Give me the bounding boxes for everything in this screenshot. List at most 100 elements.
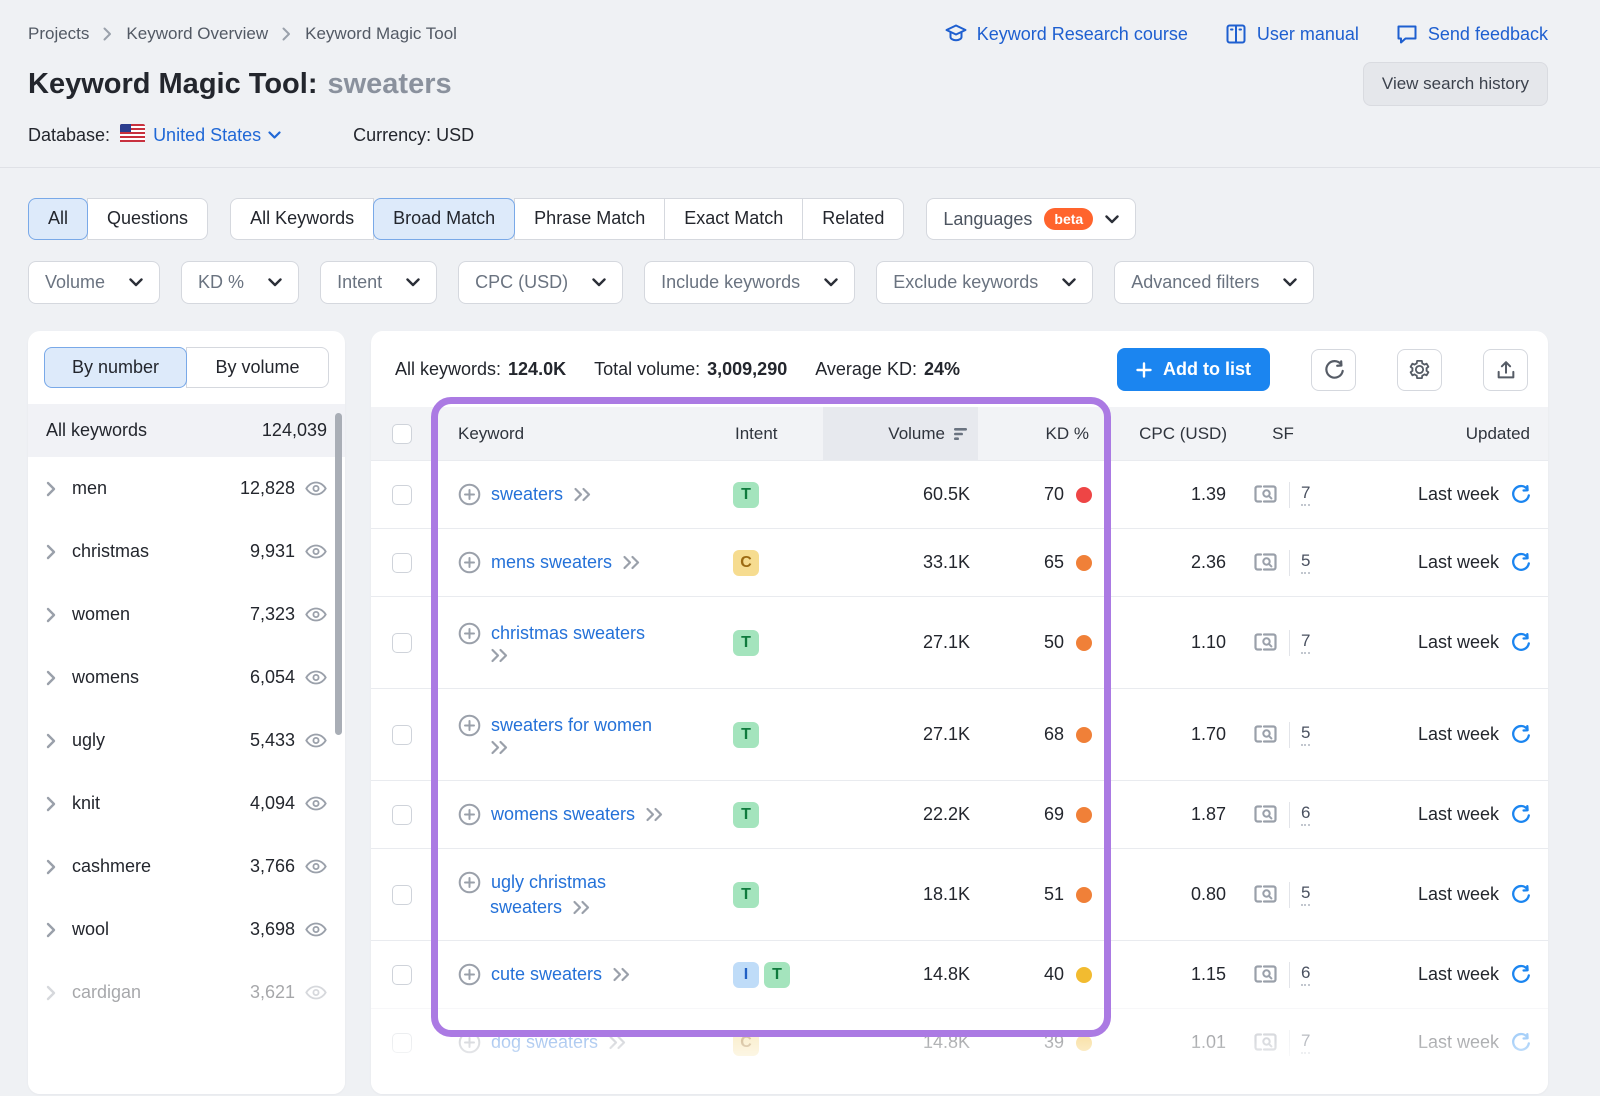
tab-questions[interactable]: Questions <box>87 198 209 240</box>
toggle-by-volume[interactable]: By volume <box>186 347 329 388</box>
refresh-metrics-icon[interactable] <box>1510 1032 1531 1053</box>
refresh-metrics-icon[interactable] <box>1510 884 1531 905</box>
add-keyword-icon[interactable] <box>458 871 481 894</box>
column-header-kd[interactable]: KD % <box>1045 423 1089 443</box>
sf-value[interactable]: 5 <box>1301 551 1311 574</box>
add-keyword-icon[interactable] <box>458 1031 481 1054</box>
keyword-group-item[interactable]: men 12,828 <box>28 457 345 520</box>
column-header-cpc[interactable]: CPC (USD) <box>1139 423 1227 443</box>
keyword-link[interactable]: mens sweaters <box>491 552 613 572</box>
eye-icon[interactable] <box>305 985 327 1000</box>
add-keyword-icon[interactable] <box>458 963 481 986</box>
column-header-updated[interactable]: Updated <box>1465 423 1530 443</box>
eye-icon[interactable] <box>305 796 327 811</box>
row-checkbox[interactable] <box>392 484 412 505</box>
breadcrumb-item[interactable]: Projects <box>28 24 90 43</box>
keyword-group-item[interactable]: cashmere 3,766 <box>28 835 345 898</box>
all-keywords-row[interactable]: All keywords 124,039 <box>28 404 345 457</box>
add-keyword-icon[interactable] <box>458 551 481 574</box>
intent-badge-I[interactable]: I <box>733 961 759 988</box>
settings-button[interactable] <box>1397 348 1442 391</box>
header-link[interactable]: Send feedback <box>1395 22 1548 46</box>
serp-preview-icon[interactable] <box>1253 804 1278 825</box>
eye-icon[interactable] <box>305 859 327 874</box>
sf-value[interactable]: 6 <box>1301 963 1311 986</box>
serp-preview-icon[interactable] <box>1253 1032 1278 1053</box>
expand-keyword-icon[interactable] <box>490 740 510 755</box>
column-header-sf[interactable]: SF <box>1272 423 1294 443</box>
eye-icon[interactable] <box>305 922 327 937</box>
intent-badge-T[interactable]: T <box>733 629 759 656</box>
tab-exact-match[interactable]: Exact Match <box>664 198 804 240</box>
keyword-link[interactable]: womens sweaters <box>491 804 636 824</box>
toggle-by-number[interactable]: By number <box>44 347 187 388</box>
filter-volume[interactable]: Volume <box>28 261 161 304</box>
sf-value[interactable]: 5 <box>1301 883 1311 906</box>
header-link[interactable]: User manual <box>1224 22 1359 46</box>
header-link[interactable]: Keyword Research course <box>944 22 1188 46</box>
refresh-metrics-icon[interactable] <box>1510 804 1531 825</box>
refresh-metrics-icon[interactable] <box>1510 964 1531 985</box>
add-keyword-icon[interactable] <box>458 483 481 506</box>
refresh-metrics-icon[interactable] <box>1510 552 1531 573</box>
keyword-link[interactable]: ugly christmas <box>491 872 607 892</box>
keyword-link[interactable]: dog sweaters <box>491 1032 599 1052</box>
view-search-history-button[interactable]: View search history <box>1362 62 1548 106</box>
refresh-metrics-icon[interactable] <box>1510 484 1531 505</box>
keyword-group-item[interactable]: wool 3,698 <box>28 898 345 961</box>
expand-keyword-icon[interactable] <box>572 900 592 915</box>
export-button[interactable] <box>1483 348 1528 391</box>
filter-include-keywords[interactable]: Include keywords <box>644 261 856 304</box>
select-all-checkbox[interactable] <box>392 423 412 444</box>
refresh-metrics-icon[interactable] <box>1510 632 1531 653</box>
serp-preview-icon[interactable] <box>1253 724 1278 745</box>
keyword-link[interactable]: sweaters for women <box>491 715 653 735</box>
languages-dropdown[interactable]: Languages beta <box>926 198 1137 240</box>
intent-badge-T[interactable]: T <box>733 721 759 748</box>
row-checkbox[interactable] <box>392 804 412 825</box>
expand-keyword-icon[interactable] <box>573 487 593 502</box>
keyword-group-item[interactable]: women 7,323 <box>28 583 345 646</box>
add-keyword-icon[interactable] <box>458 803 481 826</box>
sf-value[interactable]: 7 <box>1301 1031 1311 1054</box>
expand-keyword-icon[interactable] <box>608 1035 628 1050</box>
keyword-group-item[interactable]: womens 6,054 <box>28 646 345 709</box>
expand-keyword-icon[interactable] <box>645 807 665 822</box>
add-keyword-icon[interactable] <box>458 622 481 645</box>
intent-badge-T[interactable]: T <box>764 961 790 988</box>
filter-advanced-filters[interactable]: Advanced filters <box>1114 261 1315 304</box>
serp-preview-icon[interactable] <box>1253 484 1278 505</box>
expand-keyword-icon[interactable] <box>622 555 642 570</box>
row-checkbox[interactable] <box>392 724 412 745</box>
refresh-button[interactable] <box>1311 348 1356 391</box>
row-checkbox[interactable] <box>392 632 412 653</box>
breadcrumb-item[interactable]: Keyword Magic Tool <box>305 24 457 43</box>
sf-value[interactable]: 6 <box>1301 803 1311 826</box>
keyword-link[interactable]: christmas sweaters <box>491 623 646 643</box>
sf-value[interactable]: 5 <box>1301 723 1311 746</box>
tab-all-keywords[interactable]: All Keywords <box>230 198 375 240</box>
expand-keyword-icon[interactable] <box>612 967 632 982</box>
add-to-list-button[interactable]: Add to list <box>1117 348 1270 391</box>
row-checkbox[interactable] <box>392 552 412 573</box>
eye-icon[interactable] <box>305 544 327 559</box>
keyword-link[interactable]: cute sweaters <box>491 964 603 984</box>
column-header-intent[interactable]: Intent <box>735 423 778 443</box>
column-header-volume[interactable]: Volume <box>823 407 978 460</box>
filter-cpc-usd-[interactable]: CPC (USD) <box>458 261 624 304</box>
serp-preview-icon[interactable] <box>1253 964 1278 985</box>
serp-preview-icon[interactable] <box>1253 884 1278 905</box>
serp-preview-icon[interactable] <box>1253 552 1278 573</box>
tab-broad-match[interactable]: Broad Match <box>373 198 516 240</box>
database-select[interactable]: United States <box>153 125 281 146</box>
keyword-group-item[interactable]: christmas 9,931 <box>28 520 345 583</box>
refresh-metrics-icon[interactable] <box>1510 724 1531 745</box>
keyword-group-item[interactable]: ugly 5,433 <box>28 709 345 772</box>
add-keyword-icon[interactable] <box>458 714 481 737</box>
filter-kd-[interactable]: KD % <box>181 261 300 304</box>
keyword-group-item[interactable]: cardigan 3,621 <box>28 961 345 1024</box>
column-header-keyword[interactable]: Keyword <box>458 423 525 443</box>
row-checkbox[interactable] <box>392 1032 412 1053</box>
intent-badge-T[interactable]: T <box>733 801 759 828</box>
breadcrumb-item[interactable]: Keyword Overview <box>126 24 269 43</box>
